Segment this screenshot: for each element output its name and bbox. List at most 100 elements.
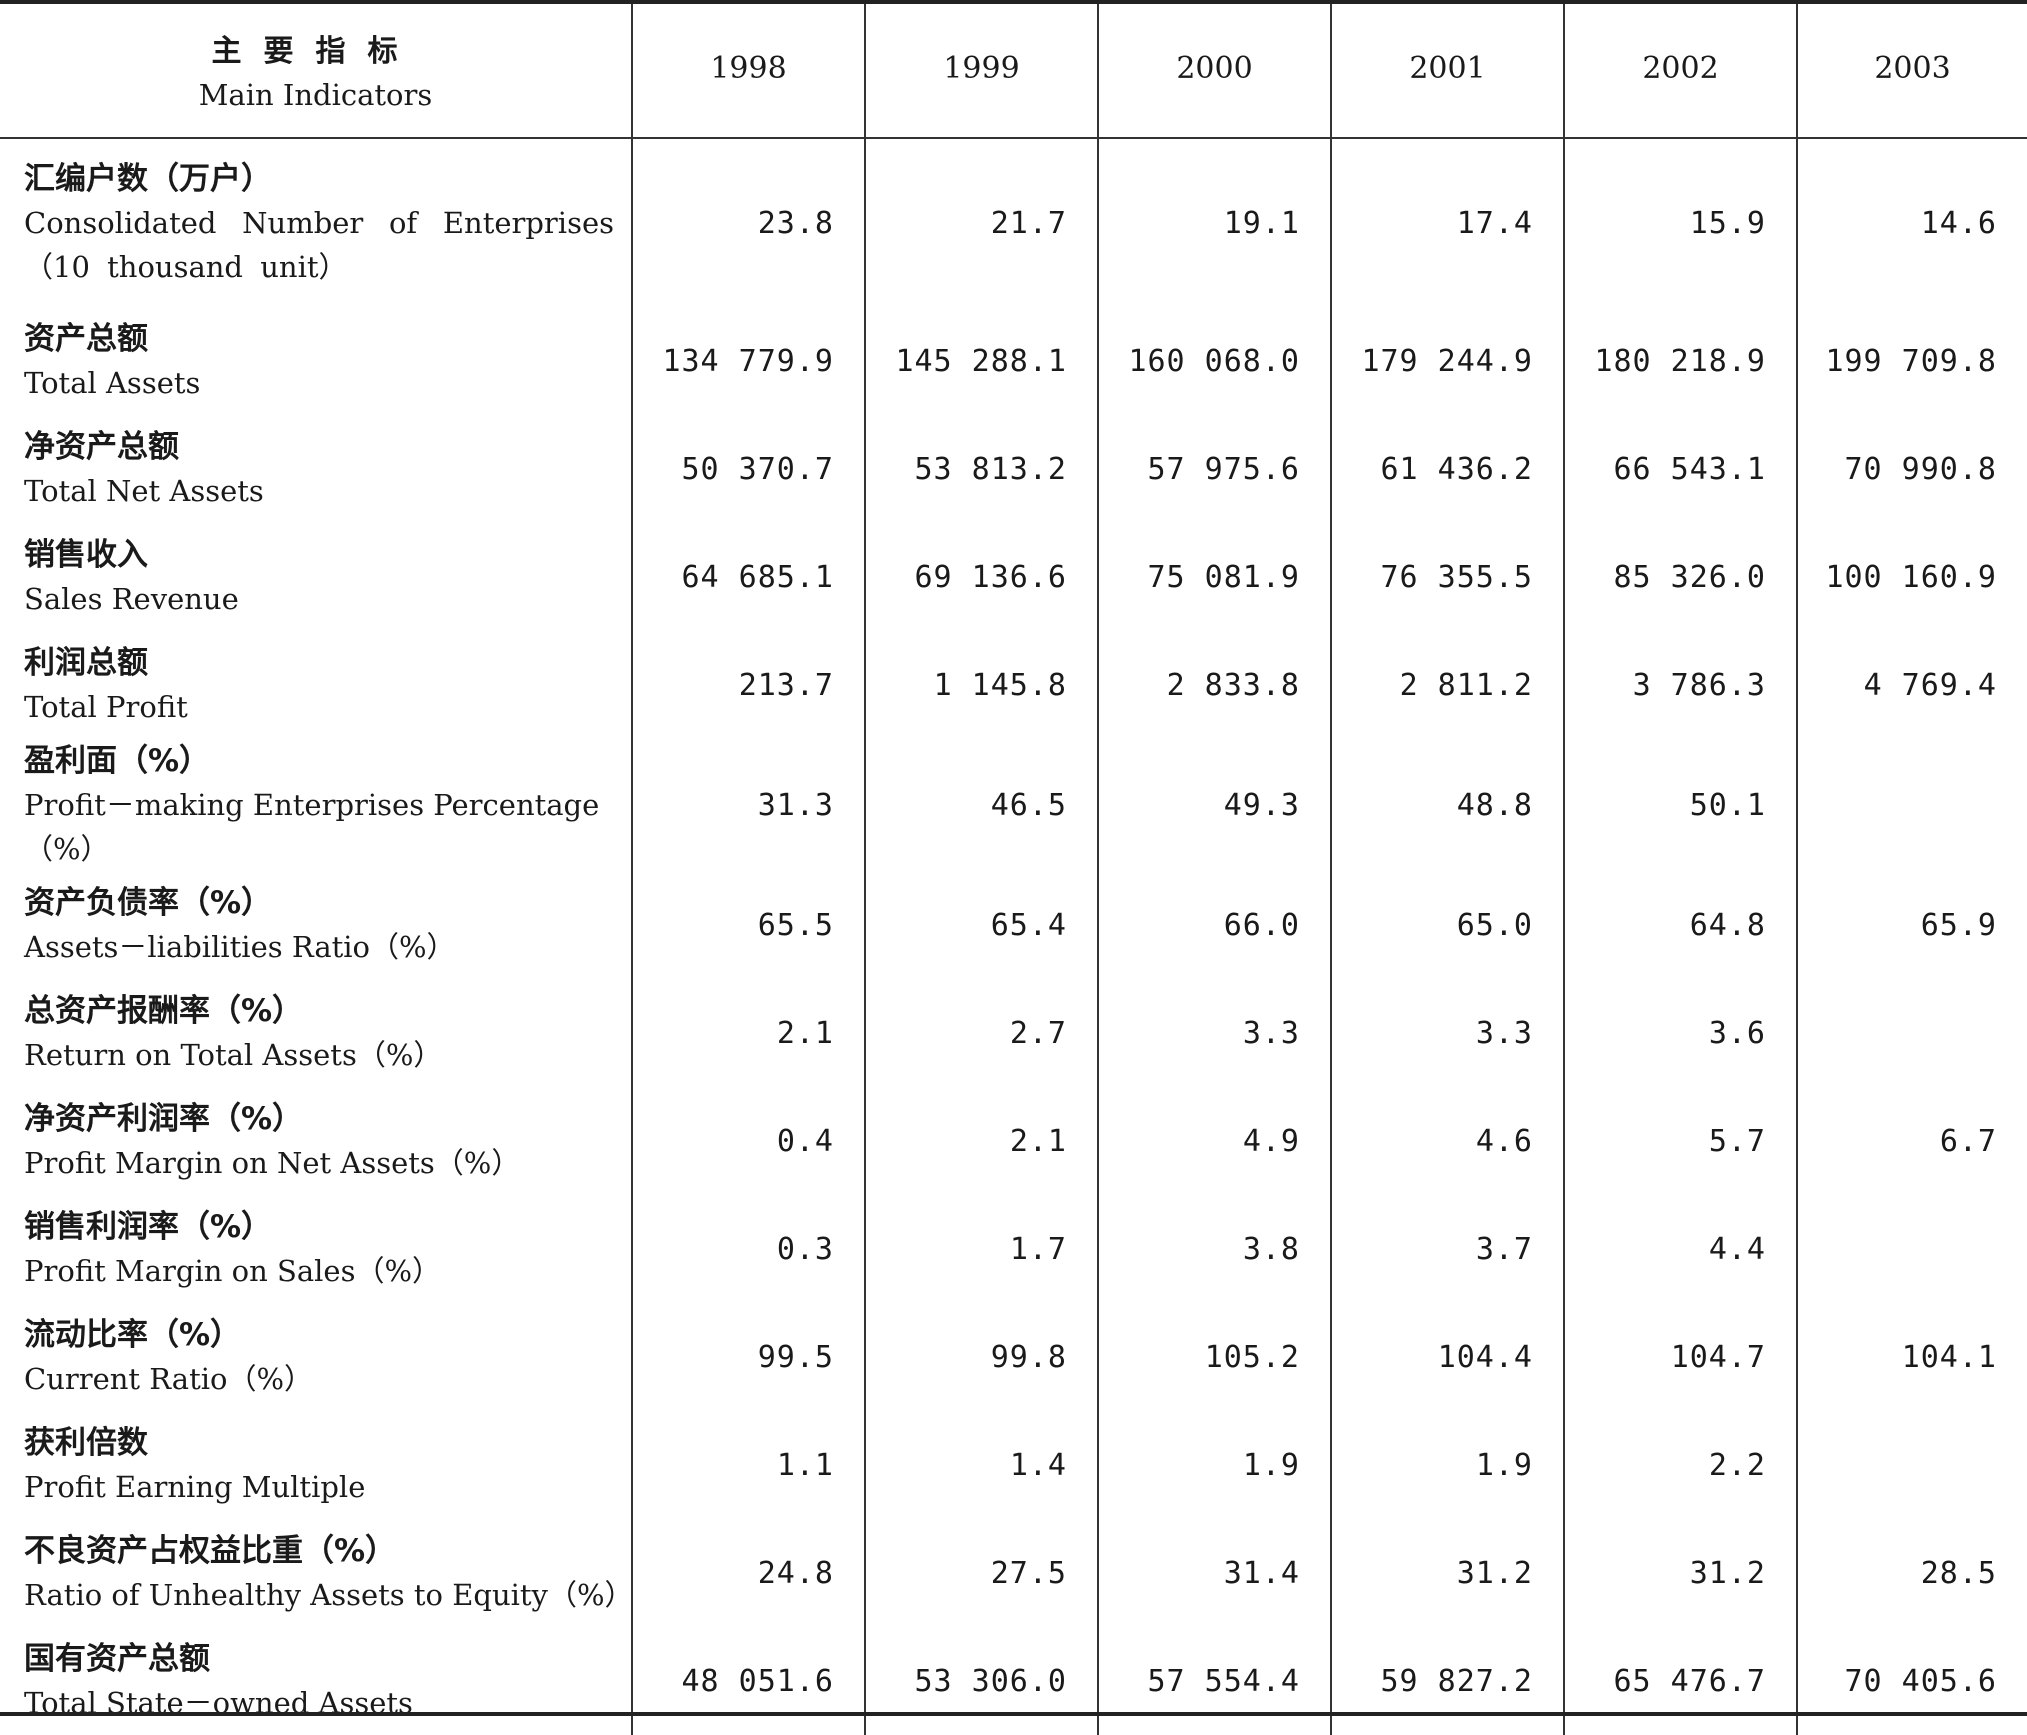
indicator-name-zh: 销售收入 — [24, 537, 148, 573]
value-cell: 2 833.8 — [1097, 631, 1331, 739]
value-cell: 3.7 — [1330, 1195, 1564, 1303]
value-cell: 65.0 — [1330, 871, 1564, 979]
indicator-cell: 利润总额 Total Profit — [0, 631, 632, 739]
header-indicator: 主要指标 Main Indicators — [0, 0, 632, 139]
value-cell: 75 081.9 — [1097, 523, 1331, 631]
indicator-name-zh: 资产总额 — [24, 321, 148, 357]
value-cell: 104.4 — [1330, 1303, 1564, 1411]
value-cell: 3.3 — [1330, 979, 1564, 1087]
value-cell: 65 476.7 — [1563, 1627, 1797, 1735]
value-cell: 1.1 — [631, 1411, 865, 1519]
value-cell: 0.4 — [631, 1087, 865, 1195]
header-indicator-zh: 主要指标 — [211, 33, 420, 69]
indicator-name-zh: 销售利润率（%） — [24, 1209, 273, 1245]
value-cell: 99.8 — [864, 1303, 1098, 1411]
value-cell: 4.9 — [1097, 1087, 1331, 1195]
indicator-name-zh: 总资产报酬率（%） — [24, 993, 304, 1029]
value-cell: 64.8 — [1563, 871, 1797, 979]
value-cell: 2.1 — [864, 1087, 1098, 1195]
value-cell: 66 543.1 — [1563, 415, 1797, 523]
value-cell: 4 769.4 — [1796, 631, 2027, 739]
value-cell: 134 779.9 — [631, 307, 865, 415]
value-cell: 31.4 — [1097, 1519, 1331, 1627]
header-indicator-en: Main Indicators — [198, 77, 433, 112]
header-year: 2003 — [1796, 0, 2027, 139]
header-year: 1999 — [864, 0, 1098, 139]
header-year: 2000 — [1097, 0, 1331, 139]
value-cell: 180 218.9 — [1563, 307, 1797, 415]
indicator-name-zh: 资产负债率（%） — [24, 885, 273, 921]
header-year: 2002 — [1563, 0, 1797, 139]
value-cell: 105.2 — [1097, 1303, 1331, 1411]
indicator-name-zh: 盈利面（%） — [24, 743, 211, 779]
value-cell: 46.5 — [864, 739, 1098, 871]
value-cell: 14.6 — [1796, 138, 2027, 307]
indicator-name-en: Current Ratio（%） — [24, 1362, 314, 1396]
value-cell: 50.1 — [1563, 739, 1797, 871]
value-cell: 3.3 — [1097, 979, 1331, 1087]
table-top-rule — [0, 0, 2027, 4]
value-cell: 69 136.6 — [864, 523, 1098, 631]
value-cell: 65.5 — [631, 871, 865, 979]
value-cell: 179 244.9 — [1330, 307, 1564, 415]
indicator-name-zh: 国有资产总额 — [24, 1641, 210, 1677]
indicator-cell: 净资产利润率（%） Profit Margin on Net Assets（%） — [0, 1087, 632, 1195]
value-cell: 53 813.2 — [864, 415, 1098, 523]
value-cell — [1796, 1195, 2027, 1303]
indicator-name-en: Return on Total Assets（%） — [24, 1038, 443, 1072]
value-cell: 1 145.8 — [864, 631, 1098, 739]
indicator-name-zh: 汇编户数（万户） — [24, 161, 272, 197]
table-row: 销售收入 Sales Revenue 64 685.1 69 136.6 75 081.… — [0, 523, 2027, 631]
indicator-name-zh: 利润总额 — [24, 645, 148, 681]
value-cell: 27.5 — [864, 1519, 1098, 1627]
indicator-cell: 销售收入 Sales Revenue — [0, 523, 632, 631]
indicator-name-en: Profit Margin on Net Assets（%） — [24, 1146, 521, 1180]
table-bottom-rule — [0, 1712, 2027, 1716]
value-cell: 4.4 — [1563, 1195, 1797, 1303]
table-row: 盈利面（%） Profit－making Enterprises Percenta… — [0, 739, 2027, 871]
value-cell: 31.3 — [631, 739, 865, 871]
table-row: 利润总额 Total Profit 213.7 1 145.8 2 833.8 2 811… — [0, 631, 2027, 739]
value-cell: 85 326.0 — [1563, 523, 1797, 631]
indicator-name-zh: 净资产利润率（%） — [24, 1101, 304, 1137]
value-cell: 100 160.9 — [1796, 523, 2027, 631]
indicator-name-en: Sales Revenue — [24, 582, 239, 616]
value-cell: 0.3 — [631, 1195, 865, 1303]
value-cell: 160 068.0 — [1097, 307, 1331, 415]
value-cell: 28.5 — [1796, 1519, 2027, 1627]
indicator-name-en: Total Net Assets — [24, 474, 264, 508]
indicator-cell: 汇编户数（万户） Consolidated Number of Enterpris… — [0, 138, 632, 307]
value-cell — [1796, 1411, 2027, 1519]
value-cell: 61 436.2 — [1330, 415, 1564, 523]
value-cell: 31.2 — [1330, 1519, 1564, 1627]
table-row: 流动比率（%） Current Ratio（%） 99.5 99.8 105.2 104.… — [0, 1303, 2027, 1411]
value-cell: 1.9 — [1097, 1411, 1331, 1519]
value-cell: 24.8 — [631, 1519, 865, 1627]
value-cell: 48.8 — [1330, 739, 1564, 871]
value-cell: 66.0 — [1097, 871, 1331, 979]
value-cell: 23.8 — [631, 138, 865, 307]
indicator-cell: 不良资产占权益比重（%） Ratio of Unhealthy Assets to… — [0, 1519, 634, 1627]
value-cell: 3.8 — [1097, 1195, 1331, 1303]
table-row: 销售利润率（%） Profit Margin on Sales（%） 0.3 1.7 3… — [0, 1195, 2027, 1303]
indicator-cell: 净资产总额 Total Net Assets — [0, 415, 632, 523]
table-row: 资产负债率（%） Assets－liabilities Ratio（%） 65.5 6… — [0, 871, 2027, 979]
indicator-cell: 流动比率（%） Current Ratio（%） — [0, 1303, 632, 1411]
header-year: 1998 — [631, 0, 865, 139]
value-cell: 104.1 — [1796, 1303, 2027, 1411]
value-cell: 17.4 — [1330, 138, 1564, 307]
header-row: 主要指标 Main Indicators 1998 1999 2000 2001… — [0, 0, 2027, 139]
table-row: 总资产报酬率（%） Return on Total Assets（%） 2.1 2.7… — [0, 979, 2027, 1087]
value-cell: 1.4 — [864, 1411, 1098, 1519]
table-row: 净资产总额 Total Net Assets 50 370.7 53 813.2 57 … — [0, 415, 2027, 523]
table-row: 获利倍数 Profit Earning Multiple 1.1 1.4 1.9 1.9 2… — [0, 1411, 2027, 1519]
indicator-cell: 资产总额 Total Assets — [0, 307, 632, 415]
value-cell: 104.7 — [1563, 1303, 1797, 1411]
value-cell: 99.5 — [631, 1303, 865, 1411]
table-row: 不良资产占权益比重（%） Ratio of Unhealthy Assets to… — [0, 1519, 2027, 1627]
value-cell: 3 786.3 — [1563, 631, 1797, 739]
indicator-cell: 获利倍数 Profit Earning Multiple — [0, 1411, 632, 1519]
indicator-name-en: Ratio of Unhealthy Assets to Equity（%） — [24, 1578, 634, 1612]
value-cell — [1796, 979, 2027, 1087]
